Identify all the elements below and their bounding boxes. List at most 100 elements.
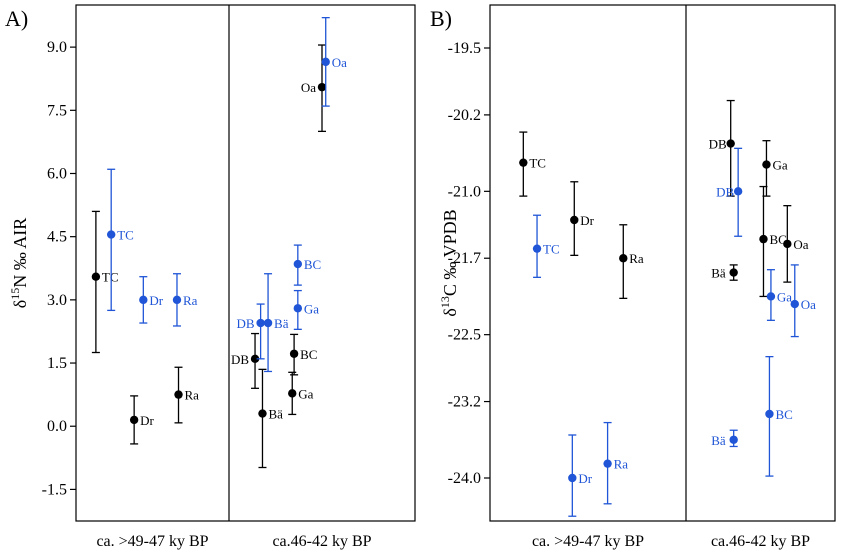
data-point-oa: Oa: [783, 205, 809, 283]
data-point-ra: Ra: [172, 273, 198, 327]
data-marker: [289, 349, 299, 358]
data-point-bc: BC: [765, 355, 793, 477]
plot-frame: [489, 4, 836, 522]
data-point-dr: Dr: [139, 276, 164, 324]
data-point-dr: Dr: [568, 434, 593, 517]
data-marker: [288, 389, 297, 398]
y-tick-label: -24.0: [448, 470, 481, 487]
data-label: Dr: [580, 213, 594, 228]
data-label: Oa: [301, 80, 316, 95]
category-label: ca. >49-47 ky BP: [532, 533, 644, 550]
data-marker: [258, 409, 267, 418]
data-marker: [250, 354, 260, 364]
y-tick-label: 7.5: [47, 102, 67, 119]
data-point-tc: TC: [106, 168, 134, 312]
data-label: DB: [237, 316, 255, 331]
data-point-ga: Ga: [293, 289, 319, 330]
data-marker: [603, 459, 612, 468]
data-marker: [790, 299, 799, 309]
data-point-ga: Ga: [762, 140, 788, 197]
y-axis-title: δ15N ‰ AIR: [8, 218, 30, 309]
data-label: Ga: [772, 158, 787, 173]
data-marker: [783, 239, 792, 249]
data-point-bä: Bä: [263, 273, 289, 373]
data-marker: [293, 259, 303, 269]
y-tick-label: -1.5: [42, 481, 67, 498]
data-label: Ra: [185, 388, 200, 403]
data-point-oa: Oa: [301, 44, 327, 133]
data-marker: [532, 244, 542, 253]
data-label: TC: [117, 228, 134, 243]
data-label: BC: [300, 347, 317, 362]
data-marker: [729, 435, 738, 444]
data-marker: [759, 234, 768, 244]
y-tick-label: -20.2: [448, 107, 481, 124]
data-point-ra: Ra: [174, 366, 200, 424]
category-label: ca.46-42 ky BP: [711, 533, 810, 550]
data-label: Bä: [274, 316, 289, 331]
data-label: Oa: [801, 297, 816, 312]
panel-a: A) δ15N ‰ AIR 9.0 7.5 6.0 4.5 3.0 1.5 0.0 -1.5 ca.…: [5, 4, 416, 550]
data-point-db: DB: [231, 332, 260, 389]
y-tick-label: 9.0: [47, 39, 67, 56]
data-label: BC: [304, 257, 321, 272]
data-point-ra: Ra: [619, 224, 644, 300]
data-point-db: DB: [237, 303, 265, 360]
y-axis-title: δ13C ‰ VPDB: [438, 209, 460, 316]
data-label: Dr: [149, 293, 163, 308]
data-marker: [263, 318, 273, 328]
y-tick-label: -23.2: [448, 394, 481, 411]
y-tick-label: -19.5: [448, 40, 481, 57]
data-marker: [106, 230, 116, 239]
data-point-tc: TC: [519, 131, 546, 197]
data-label: DB: [716, 184, 734, 199]
data-point-ga: Ga: [766, 269, 792, 321]
data-point-tc: TC: [532, 214, 560, 278]
data-point-bä: Bä: [711, 264, 738, 281]
y-tick-label: 4.5: [47, 229, 67, 246]
data-label: Ra: [614, 457, 629, 472]
panel-label: A): [5, 6, 28, 31]
data-label: Oa: [332, 55, 347, 70]
data-label: TC: [102, 270, 119, 285]
data-label: TC: [529, 156, 546, 171]
data-point-oa: Oa: [321, 16, 347, 107]
data-point-ga: Ga: [288, 371, 314, 416]
data-label: Ga: [304, 301, 319, 316]
data-label: Bä: [268, 407, 283, 422]
data-marker: [129, 415, 139, 425]
data-label: BC: [775, 407, 792, 422]
data-label: Ga: [298, 386, 313, 401]
data-marker: [726, 139, 735, 148]
plot-frame: [75, 4, 416, 522]
y-tick-label: -21.7: [448, 250, 481, 267]
data-point-bc: BC: [293, 244, 321, 286]
data-point-bä: Bä: [711, 429, 738, 448]
data-label: DB: [231, 352, 249, 367]
data-marker: [733, 187, 743, 196]
y-tick-label: 1.5: [47, 355, 67, 372]
data-point-bc: BC: [759, 185, 787, 298]
data-label: TC: [543, 242, 560, 257]
y-tick-label: 3.0: [47, 292, 67, 309]
data-point-db: DB: [716, 147, 743, 237]
data-marker: [256, 318, 265, 328]
data-label: Bä: [711, 433, 726, 448]
data-label: Ra: [183, 293, 198, 308]
data-point-db: DB: [709, 99, 735, 197]
data-marker: [519, 158, 528, 167]
data-marker: [293, 304, 303, 313]
data-label: Bä: [711, 266, 726, 281]
data-point-dr: Dr: [129, 395, 155, 445]
data-marker: [568, 473, 577, 483]
data-marker: [174, 390, 183, 399]
data-label: Dr: [578, 471, 592, 486]
data-marker: [91, 272, 101, 281]
y-tick-label: -22.5: [448, 327, 481, 344]
y-tick-label: 6.0: [47, 165, 67, 182]
category-label: ca.46-42 ky BP: [272, 533, 371, 550]
data-label: BC: [769, 232, 786, 247]
data-point-bc: BC: [289, 333, 317, 376]
data-point-dr: Dr: [570, 181, 595, 257]
